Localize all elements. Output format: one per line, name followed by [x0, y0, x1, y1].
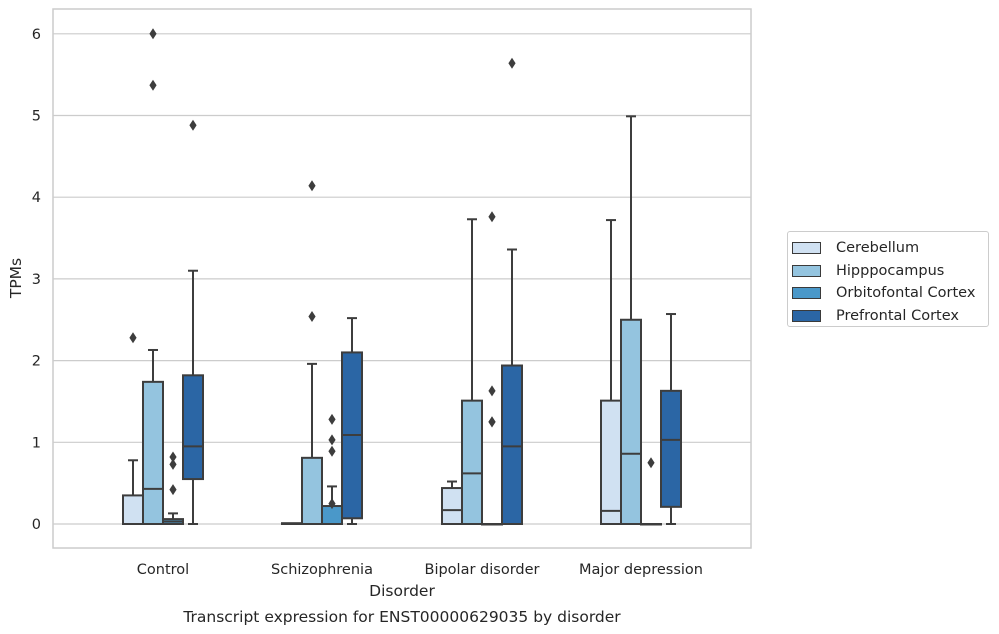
legend-swatch — [792, 309, 821, 322]
box-3-3 — [660, 389, 682, 508]
legend-label: Hipppocampus — [836, 262, 945, 279]
outlier-point — [189, 119, 197, 131]
x-axis-label: Disorder — [369, 582, 435, 600]
legend-swatch — [792, 264, 821, 277]
outlier-point — [129, 332, 137, 344]
outlier-point — [328, 445, 336, 457]
legend: Cerebellum Hipppocampus Orbitofontal Cor… — [787, 231, 989, 327]
plot-frame — [52, 8, 752, 549]
outlier-point — [647, 457, 655, 469]
box-1-3 — [620, 318, 642, 525]
y-tick-label: 2 — [32, 354, 41, 370]
outlier-point — [169, 451, 177, 463]
legend-item-hippocampus: Hipppocampus — [792, 260, 988, 283]
y-tick-label: 4 — [32, 190, 41, 206]
legend-label: Orbitofontal Cortex — [836, 285, 976, 302]
x-tick-label: Schizophrenia — [271, 562, 373, 578]
chart-caption: Transcript expression for ENST0000062903… — [182, 608, 621, 626]
outlier-point — [149, 79, 157, 91]
legend-item-orbitofrontal: Orbitofontal Cortex — [792, 282, 988, 305]
outlier-point — [328, 413, 336, 425]
outlier-point — [328, 498, 336, 510]
legend-label: Cerebellum — [836, 240, 920, 257]
outlier-point — [488, 211, 496, 223]
legend-label: Prefrontal Cortex — [836, 307, 959, 324]
box-1-2 — [461, 399, 483, 525]
outlier-point — [169, 484, 177, 496]
box-0-3 — [600, 399, 622, 525]
box-0-0 — [122, 494, 144, 525]
outlier-point — [149, 28, 157, 40]
outlier-point — [308, 310, 316, 322]
y-tick-label: 5 — [32, 109, 41, 125]
legend-swatch — [792, 287, 821, 300]
outlier-point — [488, 385, 496, 397]
y-tick-label: 1 — [32, 435, 41, 451]
outlier-point — [328, 434, 336, 446]
legend-item-prefrontal: Prefrontal Cortex — [792, 305, 988, 328]
box-3-2 — [501, 364, 523, 526]
x-tick-label: Major depression — [579, 562, 703, 578]
outlier-point — [169, 458, 177, 470]
box-1-1 — [301, 456, 323, 525]
x-tick-label: Bipolar disorder — [425, 562, 540, 578]
box-1-0 — [142, 380, 164, 526]
box-3-0 — [182, 374, 204, 481]
x-tick-label: Control — [137, 562, 189, 578]
outlier-point — [308, 180, 316, 192]
y-axis-label: TPMs — [7, 258, 25, 299]
box-0-2 — [441, 487, 463, 525]
y-tick-label: 6 — [32, 27, 41, 43]
outlier-point — [488, 416, 496, 428]
y-tick-label: 0 — [32, 517, 41, 533]
outlier-point — [508, 57, 516, 69]
legend-item-cerebellum: Cerebellum — [792, 237, 988, 260]
y-tick-label: 3 — [32, 272, 41, 288]
legend-swatch — [792, 242, 821, 255]
